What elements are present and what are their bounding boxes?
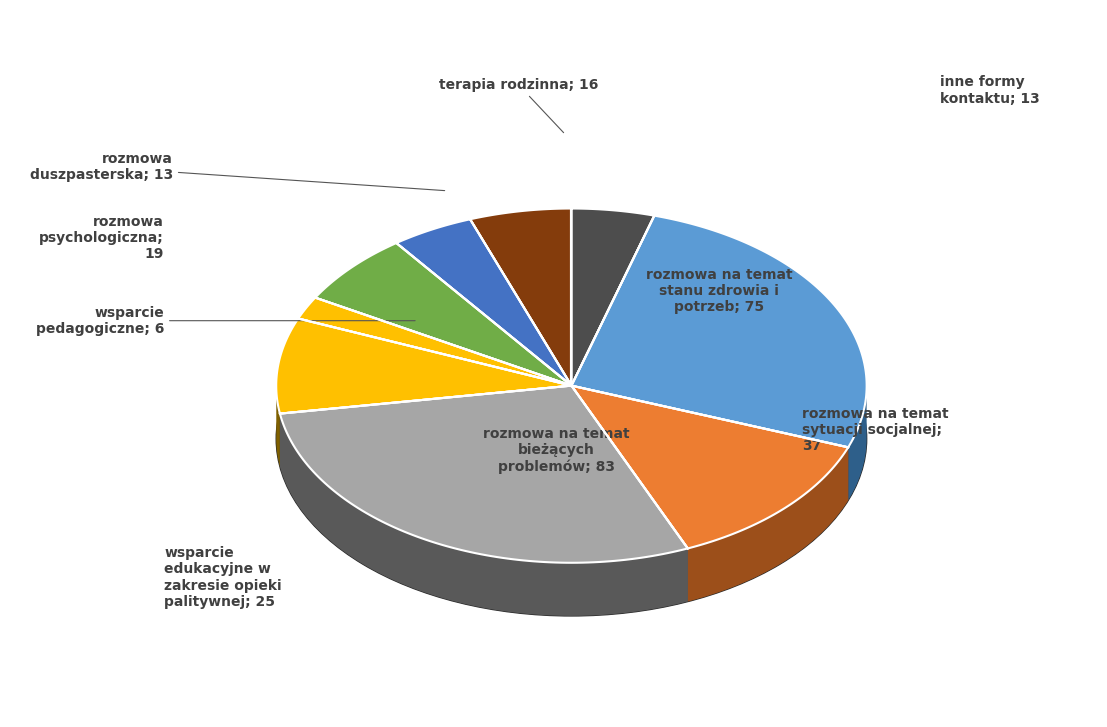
Polygon shape (277, 382, 280, 467)
Polygon shape (571, 385, 687, 601)
Polygon shape (280, 385, 687, 563)
Polygon shape (277, 318, 571, 414)
Polygon shape (571, 385, 687, 601)
Polygon shape (848, 383, 867, 500)
Text: terapia rodzinna; 16: terapia rodzinna; 16 (438, 78, 598, 133)
Polygon shape (571, 385, 848, 500)
Ellipse shape (277, 262, 867, 616)
Polygon shape (280, 385, 571, 467)
Polygon shape (280, 414, 687, 616)
Polygon shape (571, 209, 654, 385)
Polygon shape (396, 220, 571, 385)
Text: inne formy
kontaktu; 13: inne formy kontaktu; 13 (941, 76, 1041, 105)
Polygon shape (571, 216, 867, 447)
Text: rozmowa
psychologiczna;
19: rozmowa psychologiczna; 19 (39, 215, 164, 261)
Text: rozmowa
duszpasterska; 13: rozmowa duszpasterska; 13 (30, 152, 445, 190)
Text: wsparcie
edukacyjne w
zakresie opieki
palitywnej; 25: wsparcie edukacyjne w zakresie opieki pa… (164, 546, 281, 608)
Polygon shape (571, 385, 848, 500)
Polygon shape (315, 243, 571, 385)
Polygon shape (280, 385, 571, 467)
Text: wsparcie
pedagogiczne; 6: wsparcie pedagogiczne; 6 (35, 305, 415, 336)
Text: rozmowa na temat
stanu zdrowia i
potrzeb; 75: rozmowa na temat stanu zdrowia i potrzeb… (645, 268, 793, 314)
Text: rozmowa na temat
bieżących
problemów; 83: rozmowa na temat bieżących problemów; 83 (484, 427, 630, 474)
Polygon shape (687, 447, 848, 601)
Text: rozmowa na temat
sytuacji socjalnej;
37: rozmowa na temat sytuacji socjalnej; 37 (801, 406, 949, 453)
Polygon shape (571, 385, 848, 548)
Polygon shape (470, 209, 571, 385)
Polygon shape (298, 297, 571, 385)
